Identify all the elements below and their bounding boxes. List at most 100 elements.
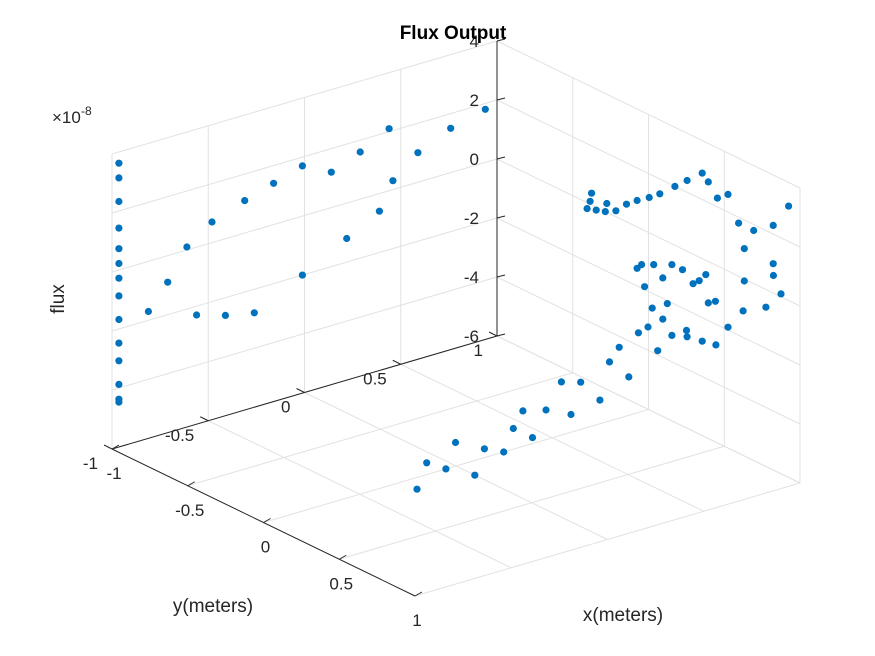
data-point — [115, 159, 123, 167]
data-point — [471, 471, 479, 479]
data-point — [601, 208, 609, 216]
data-point — [144, 307, 152, 316]
data-point — [724, 323, 732, 331]
data-point — [451, 438, 460, 447]
z-exponent: ×10 -8 — [52, 104, 92, 127]
data-point — [769, 260, 777, 268]
z-tick-label: -6 — [464, 327, 479, 346]
data-point — [713, 194, 722, 202]
data-point — [115, 174, 123, 182]
data-point — [389, 177, 397, 185]
wall-grid-line — [496, 158, 801, 307]
y-tick — [103, 444, 113, 450]
data-point — [663, 300, 671, 308]
data-point — [557, 378, 566, 386]
x-tick-label: -1 — [106, 464, 121, 483]
data-point — [250, 309, 258, 317]
z-tick — [496, 274, 506, 278]
y-tick — [488, 331, 498, 337]
data-point — [115, 380, 123, 388]
data-point — [668, 331, 676, 339]
data-point — [115, 339, 123, 347]
data-point — [740, 277, 748, 285]
z-tick-label: 2 — [470, 91, 479, 110]
data-point — [481, 105, 489, 113]
data-point — [605, 358, 614, 366]
chart-title: Flux Output — [400, 23, 507, 44]
z-tick — [496, 97, 506, 101]
data-point — [208, 218, 216, 226]
data-point — [656, 190, 664, 198]
data-point — [298, 162, 306, 170]
data-point — [596, 396, 604, 404]
data-point — [270, 179, 278, 187]
wall-grid-line — [111, 158, 498, 273]
data-point — [750, 226, 758, 235]
data-point — [327, 168, 335, 176]
data-point — [704, 178, 712, 186]
data-point — [659, 315, 667, 323]
data-point — [711, 297, 720, 305]
z-tick — [496, 38, 506, 42]
x-tick — [339, 554, 347, 560]
wall-grid-line — [496, 217, 801, 366]
y-tick — [296, 388, 305, 393]
data-point — [385, 125, 393, 133]
wall-grid-line — [496, 276, 801, 425]
data-point — [115, 197, 123, 206]
z-tick — [496, 333, 506, 337]
z-tick — [496, 215, 506, 219]
grid-lines — [111, 40, 801, 597]
data-point — [115, 398, 123, 406]
z-tick-label: 0 — [470, 150, 479, 169]
y-axis-label: y(meters) — [173, 596, 253, 617]
data-point — [375, 207, 383, 215]
data-point — [678, 266, 687, 274]
data-point — [698, 169, 706, 177]
data-point — [633, 196, 641, 205]
floor-grid-line — [304, 392, 608, 540]
data-point — [115, 357, 123, 365]
z-tick-label: -4 — [464, 268, 479, 287]
wall-grid-line — [111, 40, 498, 155]
floor-grid-line — [208, 420, 512, 569]
y-tick — [392, 359, 401, 365]
data-point — [115, 245, 123, 253]
data-point — [356, 148, 364, 156]
data-point — [413, 485, 421, 493]
data-points — [115, 105, 793, 493]
data-point — [298, 271, 306, 279]
z-tick-label: 4 — [470, 32, 479, 51]
x-tick-label: -0.5 — [175, 501, 204, 520]
data-point — [447, 124, 455, 132]
x-tick-label: 0 — [261, 538, 270, 557]
y-tick-label: -1 — [83, 454, 98, 473]
data-point — [740, 245, 748, 253]
data-point — [724, 190, 732, 198]
z-axis-label: flux — [48, 284, 69, 314]
y-tick-label: 1 — [474, 341, 483, 360]
data-point — [671, 182, 679, 190]
data-point — [682, 326, 691, 334]
data-point — [769, 221, 777, 229]
data-point — [712, 341, 720, 349]
data-point — [115, 259, 123, 268]
data-point — [221, 311, 229, 319]
data-point — [193, 311, 201, 319]
data-point — [668, 261, 676, 269]
data-point — [115, 315, 123, 324]
data-point — [542, 406, 550, 414]
data-point — [164, 278, 172, 286]
z-tick-label: -2 — [464, 209, 479, 228]
y-tick-label: 0.5 — [363, 369, 387, 388]
data-point — [683, 333, 691, 341]
data-point — [423, 459, 431, 467]
wall-grid-line — [111, 99, 498, 214]
wall-grid-line — [496, 335, 801, 484]
data-point — [586, 197, 594, 205]
data-point — [583, 205, 591, 213]
data-point — [634, 329, 643, 337]
data-point — [519, 407, 527, 415]
